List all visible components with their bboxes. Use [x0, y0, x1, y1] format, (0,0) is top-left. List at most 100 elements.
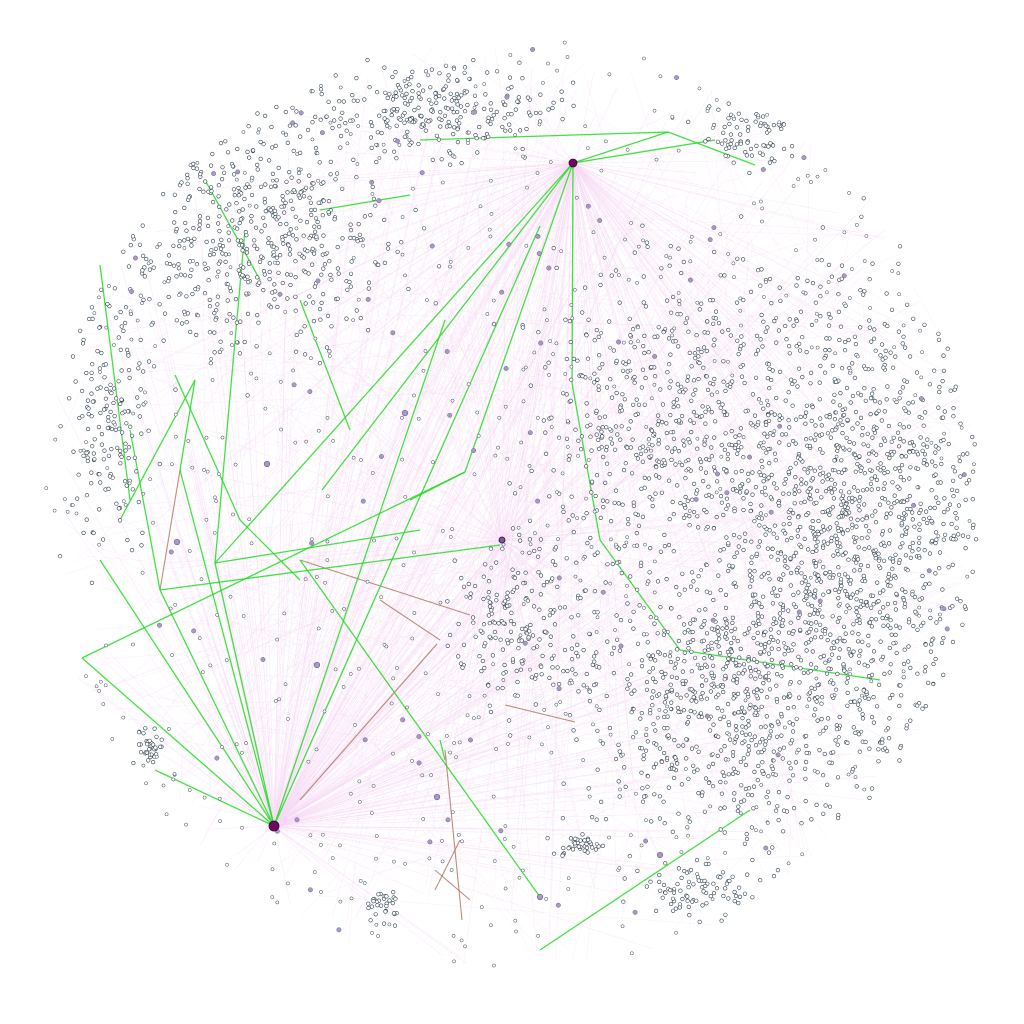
graph-node	[861, 602, 866, 608]
background-edge	[372, 95, 781, 408]
graph-node	[878, 542, 884, 547]
graph-node	[815, 718, 820, 723]
graph-node	[471, 716, 476, 720]
graph-node	[715, 139, 721, 144]
graph-node	[777, 747, 782, 752]
graph-node	[566, 457, 571, 462]
graph-node	[774, 316, 779, 320]
graph-node	[564, 356, 570, 362]
graph-node	[756, 614, 761, 619]
graph-node	[503, 599, 508, 604]
graph-node	[936, 331, 941, 336]
graph-node	[567, 453, 572, 458]
background-edge	[273, 115, 498, 827]
graph-node	[915, 466, 921, 471]
background-edge	[501, 122, 666, 541]
graph-node	[858, 415, 864, 421]
graph-node	[834, 540, 839, 545]
graph-node	[237, 209, 242, 214]
graph-node	[899, 521, 904, 526]
graph-node	[614, 637, 620, 642]
graph-node	[514, 668, 519, 674]
background-edge	[273, 825, 690, 869]
graph-node	[705, 387, 711, 393]
background-edge	[193, 405, 275, 827]
graph-node	[590, 845, 595, 850]
graph-node	[927, 581, 932, 586]
graph-node	[901, 439, 906, 444]
graph-node	[258, 259, 263, 265]
graph-node	[906, 410, 911, 415]
graph-node	[758, 650, 763, 655]
graph-node	[215, 302, 220, 307]
graph-node	[254, 204, 259, 209]
background-edge	[572, 162, 876, 521]
graph-node	[237, 351, 242, 356]
graph-node	[660, 420, 665, 425]
graph-node	[718, 875, 723, 880]
graph-node	[513, 107, 518, 112]
graph-node	[644, 687, 650, 692]
graph-node	[933, 472, 938, 477]
graph-node	[618, 405, 623, 410]
graph-node	[933, 444, 938, 449]
graph-node	[945, 507, 950, 512]
graph-node	[805, 470, 810, 475]
graph-node	[740, 730, 745, 735]
graph-node	[296, 179, 301, 184]
graph-node	[921, 461, 926, 466]
graph-node	[705, 563, 709, 567]
graph-node	[451, 132, 456, 137]
graph-node	[446, 78, 451, 83]
graph-node	[122, 320, 128, 326]
graph-node	[877, 400, 882, 405]
graph-node	[127, 368, 132, 373]
graph-node	[686, 646, 691, 651]
background-edge	[473, 561, 512, 832]
graph-node	[400, 93, 405, 98]
graph-node	[504, 594, 509, 600]
graph-node	[711, 890, 717, 896]
graph-node	[939, 456, 944, 461]
background-edge	[186, 162, 574, 498]
graph-node	[878, 353, 883, 358]
background-edge	[572, 162, 843, 287]
graph-node	[819, 634, 824, 640]
graph-node	[937, 389, 942, 395]
background-edge	[57, 397, 275, 827]
graph-node	[805, 278, 810, 284]
graph-node	[722, 805, 727, 810]
graph-node	[747, 573, 753, 578]
graph-node	[929, 538, 935, 544]
graph-node	[685, 898, 690, 903]
graph-node	[348, 228, 354, 233]
graph-node	[782, 481, 787, 486]
graph-node	[781, 745, 787, 750]
graph-node	[788, 570, 794, 576]
graph-node	[433, 301, 438, 306]
background-edge	[519, 162, 574, 361]
graph-node	[718, 587, 723, 593]
graph-node	[531, 646, 536, 651]
graph-node	[895, 484, 900, 489]
graph-node	[971, 522, 976, 528]
graph-node	[775, 593, 780, 598]
graph-node	[820, 773, 826, 778]
graph-node	[252, 243, 257, 248]
background-edge	[273, 825, 538, 874]
graph-node	[887, 716, 892, 721]
graph-node	[269, 124, 274, 130]
graph-node	[864, 516, 869, 521]
graph-node	[583, 464, 589, 469]
graph-node	[937, 617, 943, 622]
graph-node	[174, 318, 179, 323]
background-edge	[525, 451, 722, 593]
graph-node	[510, 657, 516, 662]
graph-node	[368, 918, 373, 923]
graph-node	[682, 630, 687, 635]
graph-node	[837, 647, 842, 652]
background-edge	[273, 442, 914, 827]
background-edge	[273, 588, 307, 827]
graph-node	[627, 682, 632, 687]
graph-node	[861, 196, 866, 201]
